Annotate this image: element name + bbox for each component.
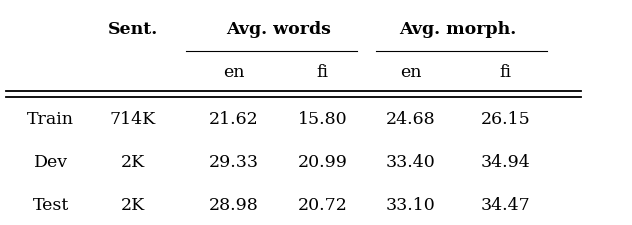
Text: 2K: 2K bbox=[121, 153, 145, 171]
Text: Dev: Dev bbox=[33, 153, 68, 171]
Text: 26.15: 26.15 bbox=[481, 111, 530, 128]
Text: 33.40: 33.40 bbox=[386, 153, 435, 171]
Text: 28.98: 28.98 bbox=[209, 196, 258, 213]
Text: en: en bbox=[400, 63, 422, 81]
Text: Sent.: Sent. bbox=[107, 21, 158, 38]
Text: 20.72: 20.72 bbox=[298, 196, 347, 213]
Text: Train: Train bbox=[27, 111, 74, 128]
Text: 33.10: 33.10 bbox=[386, 196, 435, 213]
Text: Test: Test bbox=[32, 196, 69, 213]
Text: 714K: 714K bbox=[109, 111, 156, 128]
Text: 15.80: 15.80 bbox=[298, 111, 347, 128]
Text: 24.68: 24.68 bbox=[386, 111, 435, 128]
Text: 20.99: 20.99 bbox=[298, 153, 347, 171]
Text: en: en bbox=[223, 63, 245, 81]
Text: fi: fi bbox=[500, 63, 511, 81]
Text: 34.47: 34.47 bbox=[481, 196, 530, 213]
Text: Avg. words: Avg. words bbox=[226, 21, 331, 38]
Text: 29.33: 29.33 bbox=[209, 153, 259, 171]
Text: Avg. morph.: Avg. morph. bbox=[399, 21, 517, 38]
Text: 21.62: 21.62 bbox=[209, 111, 258, 128]
Text: 2K: 2K bbox=[121, 196, 145, 213]
Text: fi: fi bbox=[317, 63, 328, 81]
Text: 34.94: 34.94 bbox=[481, 153, 530, 171]
